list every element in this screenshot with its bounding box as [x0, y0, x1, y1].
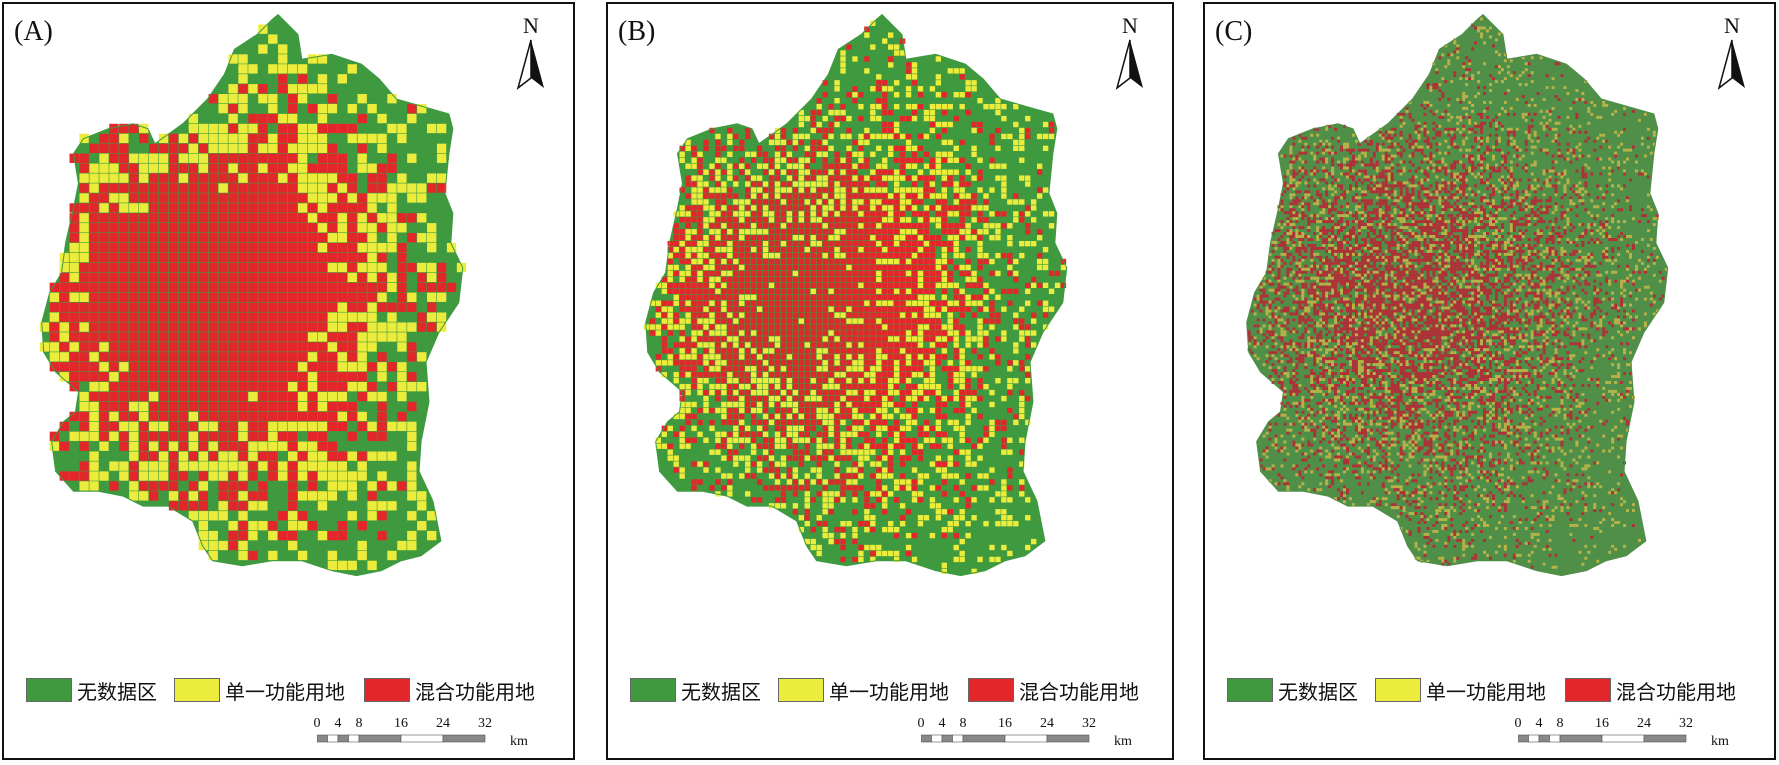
- scale-tick-label: 16: [1595, 716, 1609, 731]
- map-panel-b: (B) N 无数据区 单一功能用地 混合功能用地 0 4 8 16 24 32 km: [606, 2, 1174, 760]
- north-arrow-icon: [1717, 39, 1745, 90]
- scale-tick-label: 24: [1637, 716, 1651, 731]
- legend-swatch-mixed-use: [1565, 678, 1611, 702]
- legend-item-mixed-use: 混合功能用地: [1565, 676, 1736, 704]
- land-use-map-b: [643, 13, 1068, 577]
- legend-label-single-use: 单一功能用地: [225, 679, 345, 704]
- scale-bar-graphic: [921, 734, 1090, 743]
- north-label: N: [1724, 13, 1740, 38]
- legend-label-no-data: 无数据区: [1278, 679, 1358, 704]
- legend-item-mixed-use: 混合功能用地: [364, 676, 535, 704]
- panel-label-a: (A): [14, 16, 53, 47]
- map-panel-a: (A) N 无数据区 单一功能用地 混合功能用地 0 4 8 16 24 32 km: [2, 2, 575, 760]
- land-use-map-a: [39, 13, 467, 577]
- legend-a: 无数据区 单一功能用地 混合功能用地: [26, 676, 566, 706]
- north-arrow-b: N: [1110, 14, 1150, 94]
- north-arrow-a: N: [511, 14, 551, 94]
- scale-bar-graphic: [1518, 734, 1687, 743]
- scale-tick-label: 16: [998, 716, 1012, 731]
- legend-label-single-use: 单一功能用地: [829, 679, 949, 704]
- scale-tick-label: 0: [313, 716, 321, 731]
- scale-tick-label: 4: [1535, 716, 1543, 731]
- north-arrow-c: N: [1712, 14, 1752, 94]
- scale-bar-c: 0 4 8 16 24 32 km: [1514, 716, 1738, 749]
- land-use-cells: [1247, 17, 1668, 569]
- panel-label-b: (B): [618, 16, 656, 47]
- legend-label-mixed-use: 混合功能用地: [415, 679, 535, 704]
- scale-bar-a: 0 4 8 16 24 32 km: [313, 716, 537, 749]
- scale-tick-label: 32: [478, 716, 492, 731]
- land-use-cells: [39, 24, 467, 571]
- legend-swatch-mixed-use: [968, 678, 1014, 702]
- legend-swatch-single-use: [1375, 678, 1421, 702]
- legend-label-no-data: 无数据区: [681, 679, 761, 704]
- legend-b: 无数据区 单一功能用地 混合功能用地: [630, 676, 1170, 706]
- scale-tick-label: 0: [917, 716, 925, 731]
- legend-item-single-use: 单一功能用地: [174, 676, 345, 704]
- legend-item-no-data: 无数据区: [630, 676, 761, 704]
- scale-bar-graphic: [317, 734, 486, 743]
- scale-tick-label: 24: [1040, 716, 1054, 731]
- scale-tick-label: 32: [1679, 716, 1693, 731]
- panel-label-c: (C): [1215, 16, 1253, 47]
- north-arrow-icon: [1115, 39, 1143, 90]
- north-label: N: [523, 13, 539, 38]
- legend-label-mixed-use: 混合功能用地: [1019, 679, 1139, 704]
- scale-tick-label: 4: [334, 716, 342, 731]
- land-use-map-c: [1246, 13, 1669, 577]
- scale-tick-label: 16: [394, 716, 408, 731]
- legend-swatch-mixed-use: [364, 678, 410, 702]
- legend-item-mixed-use: 混合功能用地: [968, 676, 1139, 704]
- scale-tick-label: 0: [1514, 716, 1522, 731]
- scale-tick-label: 24: [436, 716, 450, 731]
- scale-unit: km: [1114, 734, 1132, 749]
- legend-item-no-data: 无数据区: [26, 676, 157, 704]
- scale-tick-label: 8: [1556, 716, 1564, 731]
- scale-unit: km: [510, 734, 528, 749]
- scale-bar-b: 0 4 8 16 24 32 km: [917, 716, 1141, 749]
- legend-item-single-use: 单一功能用地: [778, 676, 949, 704]
- scale-tick-label: 8: [355, 716, 363, 731]
- scale-tick-label: 4: [938, 716, 946, 731]
- legend-swatch-no-data: [26, 678, 72, 702]
- legend-item-no-data: 无数据区: [1227, 676, 1358, 704]
- map-panel-c: (C) N 无数据区 单一功能用地 混合功能用地 0 4 8 16 24 32 km: [1203, 2, 1776, 760]
- scale-unit: km: [1711, 734, 1729, 749]
- scale-tick-label: 8: [959, 716, 967, 731]
- legend-label-single-use: 单一功能用地: [1426, 679, 1546, 704]
- legend-label-mixed-use: 混合功能用地: [1616, 679, 1736, 704]
- north-arrow-icon: [516, 39, 544, 90]
- north-label: N: [1122, 13, 1138, 38]
- legend-c: 无数据区 单一功能用地 混合功能用地: [1227, 676, 1767, 706]
- land-use-cells: [643, 20, 1067, 575]
- legend-label-no-data: 无数据区: [77, 679, 157, 704]
- scale-tick-label: 32: [1082, 716, 1096, 731]
- legend-swatch-single-use: [174, 678, 220, 702]
- legend-swatch-single-use: [778, 678, 824, 702]
- legend-item-single-use: 单一功能用地: [1375, 676, 1546, 704]
- legend-swatch-no-data: [1227, 678, 1273, 702]
- legend-swatch-no-data: [630, 678, 676, 702]
